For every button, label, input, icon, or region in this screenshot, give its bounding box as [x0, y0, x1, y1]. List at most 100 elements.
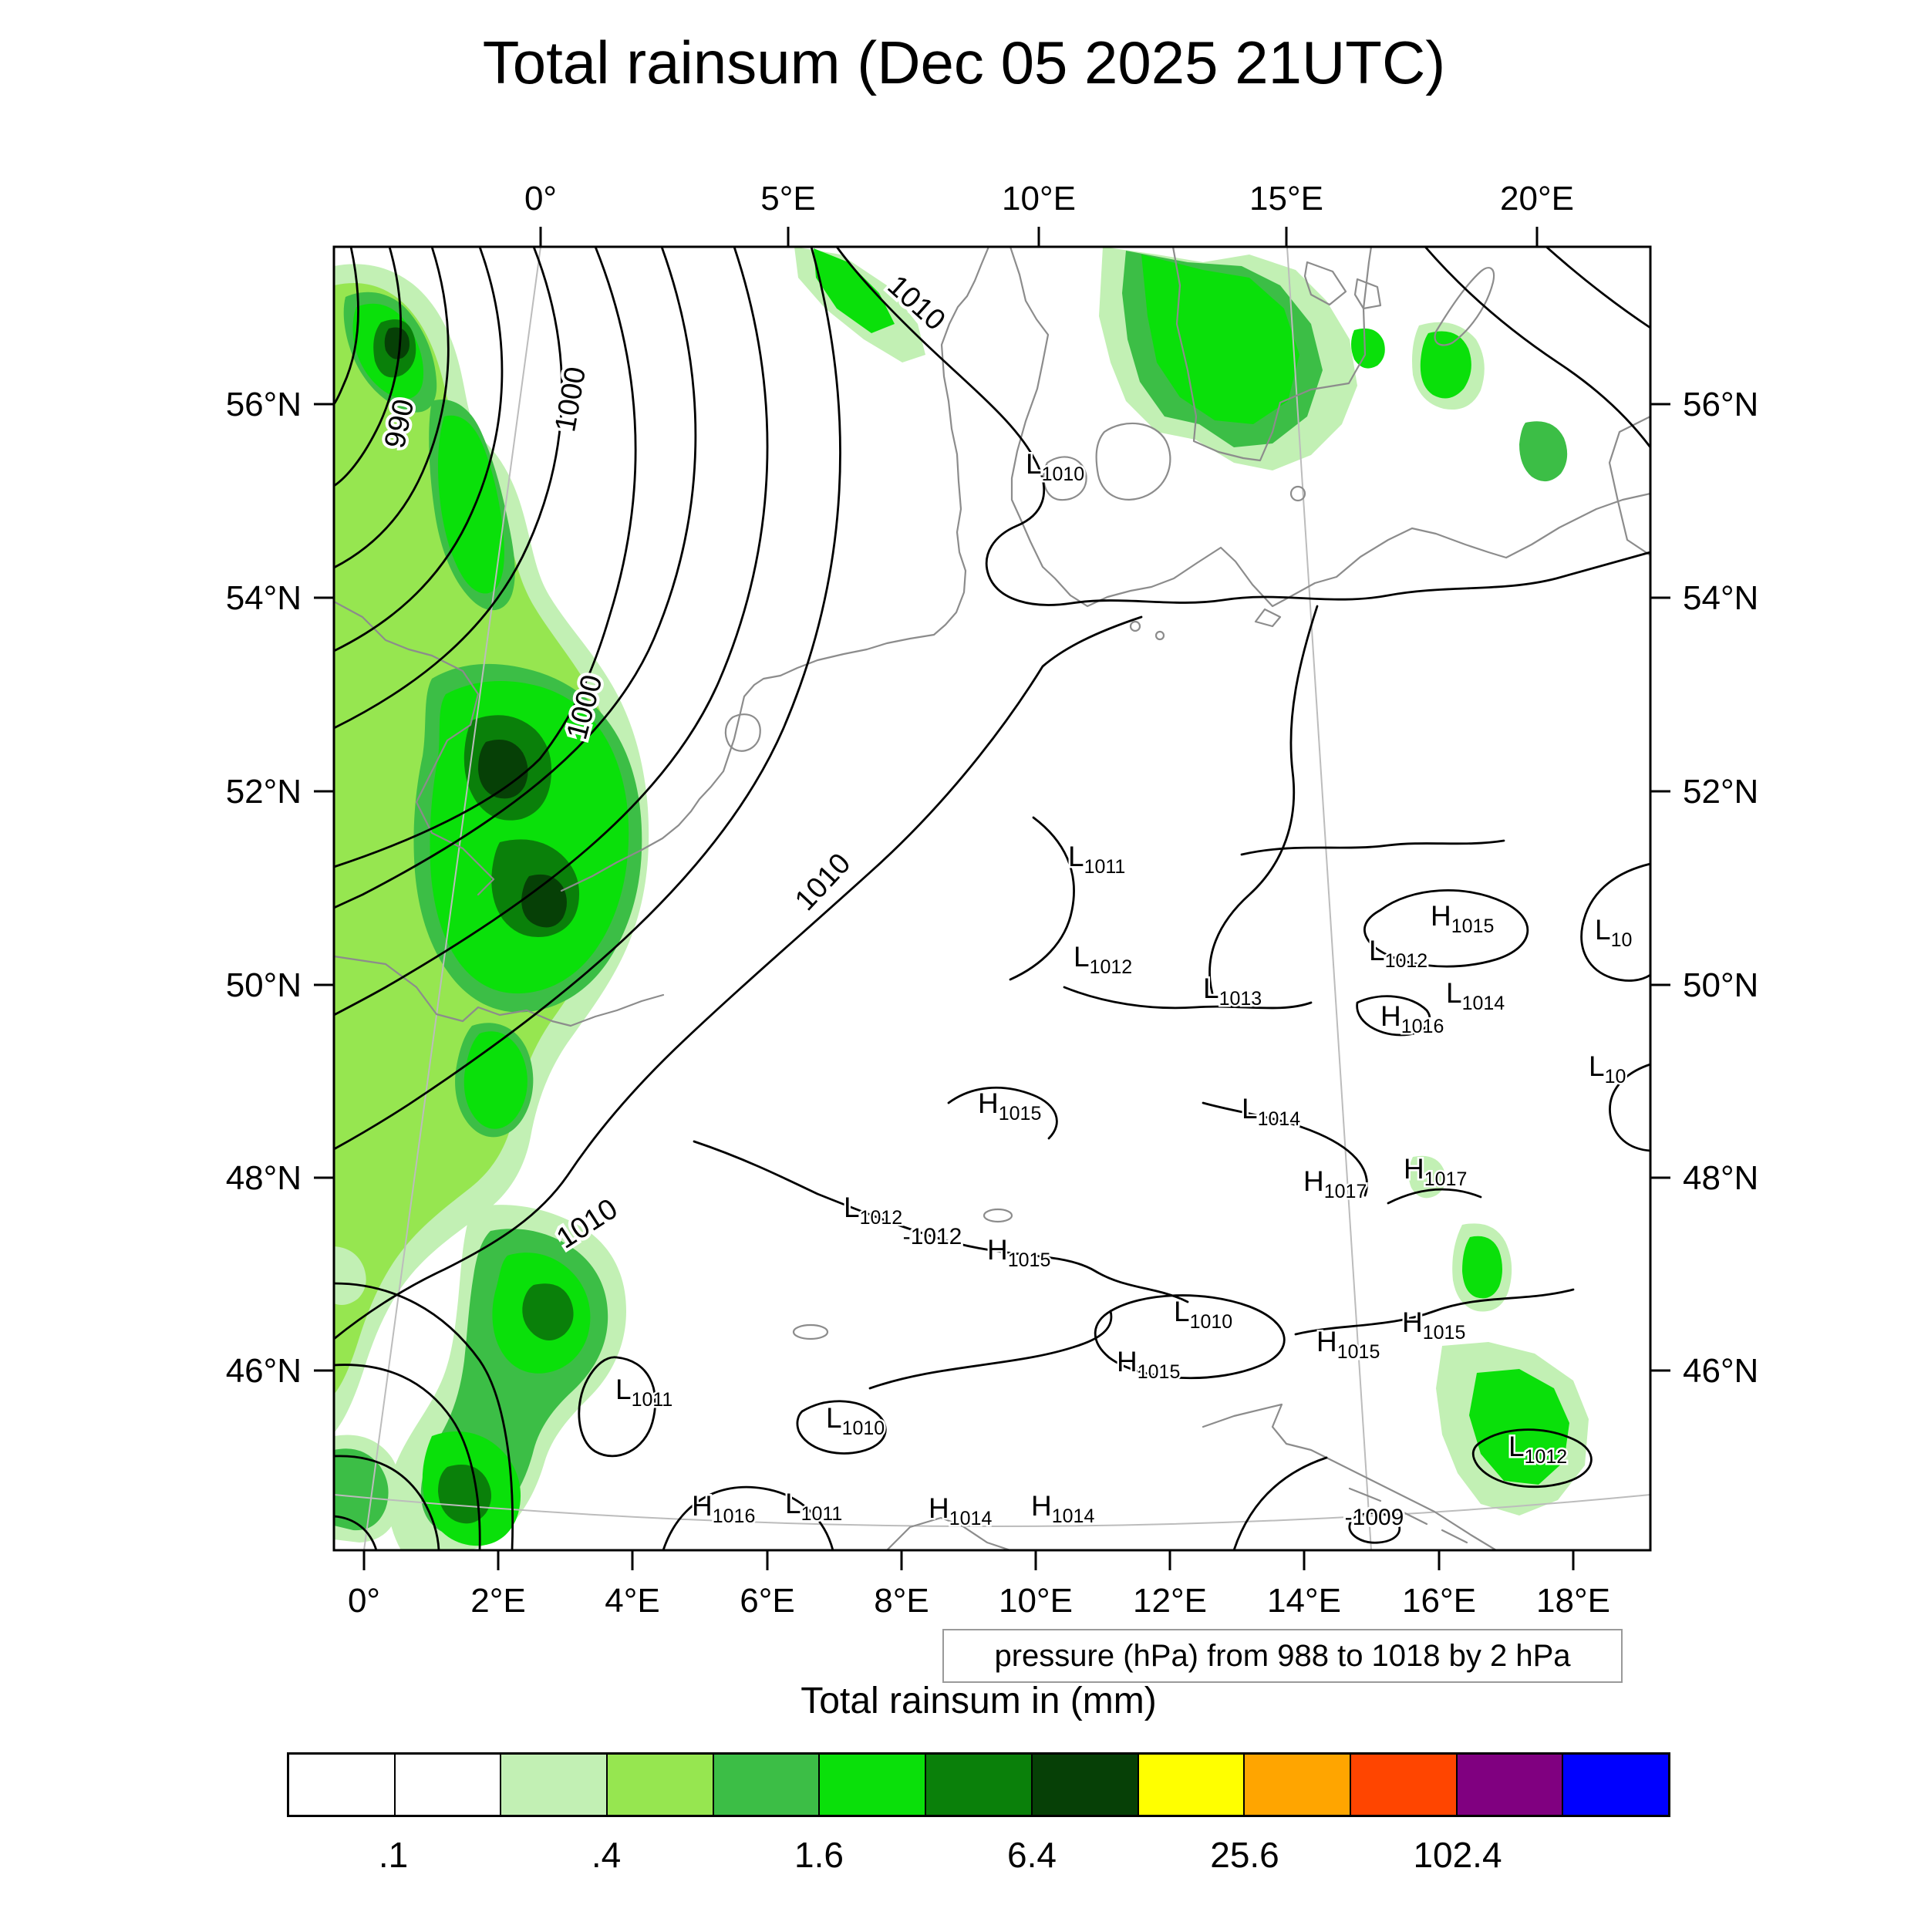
coastline	[1171, 247, 1373, 462]
pressure-center-letter: H	[692, 1490, 713, 1522]
legend-cell	[1138, 1755, 1245, 1815]
pressure-center-letter: H	[1404, 1153, 1424, 1185]
isobar-line	[835, 247, 1650, 606]
legend-tick-label: .4	[591, 1835, 622, 1875]
axis-label-left: 54°N	[226, 579, 302, 617]
isobar-line	[1009, 816, 1075, 981]
pressure-center-letter: L	[826, 1402, 842, 1434]
pressure-center-letter: L	[1026, 448, 1042, 480]
legend-cell	[289, 1755, 396, 1815]
coastline-lake	[1129, 620, 1141, 632]
pressure-center-value: 1010	[1190, 1311, 1233, 1333]
legend-tick-label: 6.4	[1007, 1835, 1057, 1875]
coastline-lake	[983, 1208, 1013, 1223]
rain-area	[1351, 328, 1385, 369]
axis-label-right: 54°N	[1683, 579, 1758, 617]
pressure-center-label: L1012	[1369, 935, 1427, 972]
contour-label: -1009	[1345, 1505, 1404, 1530]
axis-layer: 0° 5°E 10°E 15°E 20°E 0° 2°E 4°E 6°E 8°E 10°E 12°E 1…	[226, 180, 1759, 1620]
coastline	[1348, 1487, 1468, 1544]
axis-label-left: 48°N	[226, 1159, 302, 1197]
legend-cell	[820, 1755, 927, 1815]
pressure-center-label: H1017	[1303, 1165, 1367, 1202]
isobar-line	[1424, 247, 1650, 449]
isobar-line	[1609, 1063, 1650, 1152]
pressure-center-value: 1012	[1525, 1446, 1568, 1468]
pressure-center-value: 1014	[949, 1508, 993, 1529]
coastline-island	[1289, 485, 1306, 502]
rain-area	[478, 740, 528, 799]
pressure-center-value: 1014	[1462, 993, 1505, 1014]
pressure-center-value: 1015	[1423, 1322, 1466, 1344]
pressure-center-value: 1017	[1424, 1168, 1468, 1190]
pressure-center-value: 1017	[1324, 1181, 1367, 1202]
pressure-center-letter: L	[1242, 1093, 1258, 1124]
pressure-center-label: L1013	[1203, 973, 1262, 1010]
pressure-center-letter: H	[1402, 1307, 1423, 1338]
pressure-center-value: 1013	[1219, 988, 1262, 1010]
graticule-layer	[334, 247, 1650, 1550]
isobar-line	[1356, 995, 1431, 1037]
pressure-center-letter: H	[1031, 1490, 1052, 1522]
pressure-center-letter: H	[1431, 900, 1451, 932]
axis-label-left: 52°N	[226, 773, 302, 811]
coastline	[334, 955, 665, 1027]
isobar-line	[334, 615, 1143, 1340]
coastline	[1202, 1403, 1498, 1550]
pressure-center-label: H1017	[1404, 1153, 1467, 1190]
legend-cell	[1457, 1755, 1564, 1815]
coastline	[1254, 608, 1282, 628]
isobar-line	[334, 247, 504, 652]
pressure-center-letter: H	[978, 1087, 999, 1119]
pressure-center-value: 10	[1611, 929, 1633, 951]
pressure-center-value: 1014	[1258, 1108, 1301, 1130]
isobar-line	[334, 247, 450, 569]
map-frame	[332, 245, 1652, 1552]
pressure-center-letter: L	[615, 1374, 632, 1405]
axis-label-left: 50°N	[226, 966, 302, 1004]
contour-label: 1000	[549, 365, 592, 435]
pressure-center-label: H1014	[1031, 1490, 1094, 1527]
coastline-lake	[1154, 630, 1165, 641]
pressure-center-label: L1011	[785, 1488, 842, 1525]
isobar-line	[1348, 1512, 1401, 1544]
pressure-center-label: L1011	[615, 1374, 672, 1411]
pressure-range-note: pressure (hPa) from 988 to 1018 by 2 hPa	[942, 1629, 1623, 1683]
pressure-center-value: 1010	[1042, 464, 1085, 485]
legend-title: Total rainsum in (mm)	[801, 1681, 1157, 1721]
pressure-center-label: H1015	[1402, 1307, 1465, 1344]
rain-area	[1469, 1369, 1569, 1485]
isobar-line	[334, 247, 564, 730]
pressure-center-label: L1010	[1174, 1296, 1232, 1333]
rain-area	[522, 1283, 574, 1340]
isobar-line	[334, 247, 841, 1151]
axis-label-left: 46°N	[226, 1352, 302, 1390]
coastline	[1608, 415, 1650, 557]
pressure-center-letter: H	[1316, 1326, 1337, 1357]
isobar-line	[334, 247, 402, 487]
axis-label-bottom: 4°E	[605, 1582, 659, 1620]
pressure-center-label: H1015	[978, 1087, 1041, 1124]
rain-area	[1420, 331, 1471, 399]
axis-label-bottom: 0°	[348, 1582, 380, 1620]
pressure-center-value: 1012	[860, 1207, 903, 1229]
legend-colorbar	[287, 1752, 1670, 1817]
isobar-line	[796, 1400, 887, 1455]
legend-cell	[1563, 1755, 1668, 1815]
isobar-line	[334, 1515, 378, 1550]
legend-cell	[395, 1755, 502, 1815]
rain-layer	[334, 247, 1589, 1550]
pressure-center-value: 1015	[1138, 1361, 1181, 1383]
pressure-center-letter: H	[1380, 1000, 1401, 1032]
legend-cell	[1350, 1755, 1458, 1815]
legend-tick-label: 25.6	[1210, 1835, 1279, 1875]
axis-label-left: 56°N	[226, 386, 302, 423]
axis-label-top: 0°	[524, 180, 557, 217]
rain-area	[521, 874, 567, 928]
isobar-line	[1580, 862, 1650, 982]
pressure-center-value: 1011	[801, 1503, 843, 1525]
rain-area	[1519, 421, 1568, 482]
graticule-line	[1286, 247, 1372, 1550]
